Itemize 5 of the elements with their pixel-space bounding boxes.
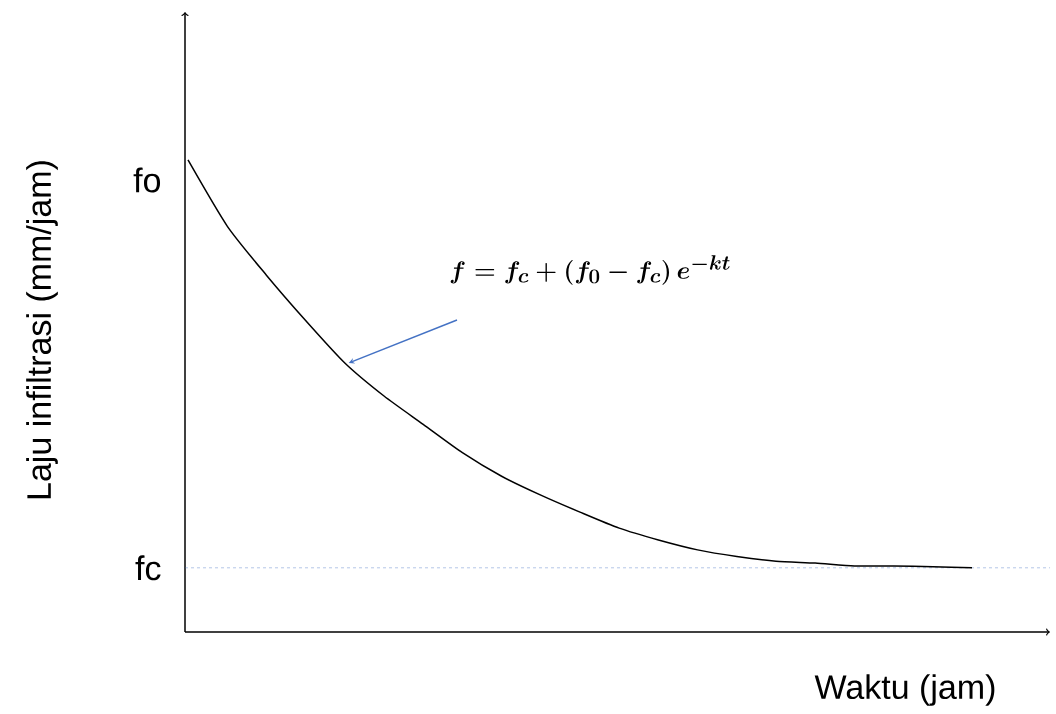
y-axis-title: Laju infiltrasi (mm/jam) xyxy=(26,161,58,499)
annotation: $f=f_c+(f_0-f_c)\,e^{-kt}$ xyxy=(450,255,730,285)
x-axis-title: Waktu (jam) xyxy=(814,674,995,706)
ref-line-label: fc xyxy=(135,555,161,581)
text: fo xyxy=(133,167,161,193)
